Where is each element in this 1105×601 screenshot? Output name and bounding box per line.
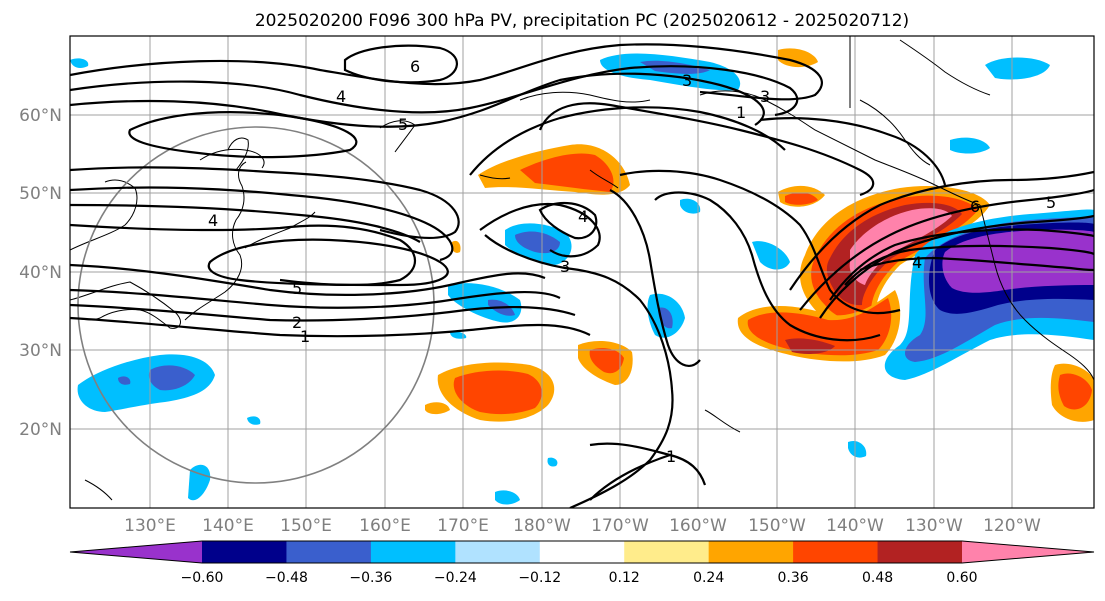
contour-label: 3 [760, 87, 770, 106]
lat-label: 60°N [19, 106, 62, 126]
lon-label: 170°E [437, 516, 489, 536]
colorbar-tick-label: 0.36 [778, 570, 809, 586]
contour-label: 5 [398, 115, 408, 134]
colorbar-segment [370, 541, 456, 563]
colorbar-tick-label: −0.36 [349, 570, 392, 586]
colorbar-outline [69, 540, 1095, 564]
lon-label: 150°E [280, 516, 332, 536]
map-frame [69, 35, 1095, 509]
colorbar-segment [793, 541, 879, 563]
colorbar-segment [877, 541, 963, 563]
contour-label: 4 [336, 87, 346, 106]
lon-label: 150°W [748, 516, 806, 536]
colorbar-tick-label: −0.48 [265, 570, 308, 586]
lon-label: 120°W [983, 516, 1041, 536]
colorbar-tick-label: −0.60 [181, 570, 224, 586]
lon-label: 160°W [669, 516, 727, 536]
lon-label: 180°W [513, 516, 571, 536]
colorbar-tick-label: −0.24 [434, 570, 477, 586]
colorbar-segment [624, 541, 710, 563]
colorbar-extend-low [70, 541, 202, 563]
colorbar-tick-label: −0.12 [518, 570, 561, 586]
lat-labels: 60°N 50°N 40°N 30°N 20°N [19, 106, 62, 440]
lat-label: 50°N [19, 184, 62, 204]
pv-contours [70, 43, 1094, 508]
lon-label: 160°E [359, 516, 411, 536]
colorbar: −0.60 −0.48 −0.36 −0.24 −0.12 0.12 0.24 0.36 0.4… [69, 540, 1095, 586]
contour-label: 3 [560, 257, 570, 276]
contour-label: 5 [292, 279, 302, 298]
coastlines [70, 36, 1094, 501]
colorbar-segment [202, 541, 287, 563]
lon-label: 140°E [202, 516, 254, 536]
precip-shading [70, 48, 1094, 505]
colorbar-segment [539, 541, 625, 563]
contour-label: 2 [292, 313, 302, 332]
lon-labels: 130°E 140°E 150°E 160°E 170°E 180°W 170°… [124, 516, 1041, 536]
colorbar-tick-label: 0.12 [609, 570, 640, 586]
lat-label: 40°N [19, 263, 62, 283]
contour-labels: 6 4 5 3 3 1 4 5 2 1 4 3 1 4 6 5 [208, 57, 1056, 466]
colorbar-tick-label: 0.48 [862, 570, 893, 586]
lat-label: 30°N [19, 341, 62, 361]
contour-label: 4 [912, 253, 922, 272]
contour-label: 4 [208, 211, 218, 230]
lon-label: 140°W [826, 516, 884, 536]
colorbar-segment [286, 541, 372, 563]
contour-label: 6 [970, 197, 980, 216]
contour-label: 5 [1046, 193, 1056, 212]
colorbar-tick-label: 0.60 [946, 570, 977, 586]
colorbar-tick-label: 0.24 [693, 570, 724, 586]
colorbar-segment [708, 541, 794, 563]
colorbar-extend-high [962, 541, 1094, 563]
lon-label: 170°W [591, 516, 649, 536]
contour-label: 6 [410, 57, 420, 76]
lat-label: 20°N [19, 420, 62, 440]
colorbar-segment [455, 541, 541, 563]
figure-title: 2025020200 F096 300 hPa PV, precipitatio… [255, 11, 909, 31]
contour-label: 4 [578, 207, 588, 226]
lon-label: 130°W [905, 516, 963, 536]
contour-label: 1 [736, 103, 746, 122]
contour-label: 3 [682, 71, 692, 90]
contour-label: 1 [666, 447, 676, 466]
contour-label: 1 [300, 327, 310, 346]
lon-label: 130°E [124, 516, 176, 536]
